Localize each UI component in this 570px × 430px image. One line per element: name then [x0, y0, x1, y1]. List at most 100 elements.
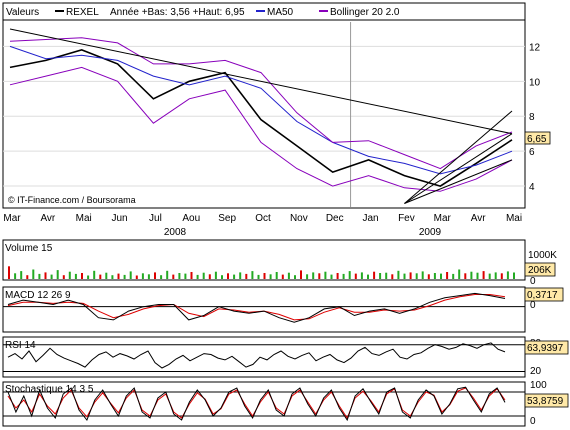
rsi-current-badge: 63,9397: [524, 340, 569, 355]
stoch-k-line: [7, 386, 506, 422]
x-month-label: Oct: [255, 213, 271, 224]
volume-bar: [342, 273, 345, 279]
volume-bar: [208, 274, 211, 280]
volume-bar: [300, 270, 302, 279]
x-month-label: Avr: [471, 213, 486, 224]
stoch-tick-zero: 0: [530, 416, 536, 427]
volume-bar: [421, 271, 424, 279]
volume-bar: [458, 269, 461, 279]
volume-bar: [105, 272, 108, 279]
trendline-1: [404, 110, 513, 204]
x-axis: Mar Avr Mai Jun Jul Aou Sep Oct Nov Dec Jan Fev Mar A…: [3, 213, 522, 238]
volume-bar: [32, 269, 35, 279]
volume-bar: [74, 273, 77, 279]
legend-bollinger: Bollinger 20 2.0: [330, 7, 400, 18]
volume-bar: [26, 275, 29, 279]
volume-bar: [330, 274, 333, 279]
x-month-label: Jan: [363, 213, 379, 224]
volume-bar: [50, 274, 53, 279]
price-current-badge: 6,65: [524, 131, 551, 145]
volume-bar: [81, 273, 83, 279]
stoch-title: Stochastique 14 3 5: [5, 384, 94, 395]
volume-bar: [184, 273, 187, 279]
volume-bar: [397, 270, 400, 279]
volume-current-badge: 206K: [524, 262, 556, 277]
trendline-2: [404, 133, 513, 204]
price-y-tick-label: 12: [529, 42, 541, 53]
volume-bar: [141, 273, 144, 279]
volume-bar: [245, 273, 248, 279]
stoch-tick-100: 100: [530, 380, 547, 391]
volume-bar: [506, 271, 509, 279]
volume-title: Volume 15: [5, 243, 53, 254]
volume-bar: [178, 273, 181, 279]
volume-bar: [20, 271, 23, 279]
price-y-tick-label: 6: [529, 147, 535, 158]
x-month-label: Mar: [3, 213, 21, 224]
volume-bar: [227, 273, 229, 279]
macd-line: [7, 292, 506, 323]
volume-bar: [464, 273, 467, 279]
volume-bar: [129, 271, 132, 279]
volume-bar: [166, 270, 169, 279]
legend-bollinger-swatch: [319, 10, 328, 12]
legend-ma: MA50: [267, 7, 294, 18]
x-month-label: Avr: [40, 213, 55, 224]
volume-bar: [415, 273, 418, 279]
volume-bar: [239, 272, 242, 279]
volume-bar: [391, 274, 394, 280]
volume-bar: [373, 271, 376, 279]
source-label: © IT-Finance.com / Boursorama: [8, 195, 136, 205]
volume-bar: [379, 273, 382, 279]
volume-bar: [476, 272, 479, 279]
trendline-3: [404, 159, 513, 204]
volume-bar: [62, 275, 65, 279]
volume-panel: Volume 15 1000K 0 206K: [2, 239, 557, 287]
stoch-current-badge: 53,8759: [524, 393, 569, 408]
x-month-label: Nov: [290, 213, 308, 224]
legend-price-swatch: [55, 10, 64, 12]
volume-bar: [312, 272, 315, 279]
x-month-label: Dec: [326, 213, 344, 224]
macd-title: MACD 12 26 9: [5, 290, 71, 301]
rsi-current-value: 63,9397: [527, 343, 564, 354]
price-current-value: 6,65: [527, 134, 547, 145]
volume-bar: [336, 273, 339, 279]
volume-bar: [160, 275, 163, 279]
volume-bar: [360, 272, 363, 279]
volume-bar: [117, 273, 120, 279]
volume-bar: [56, 270, 59, 279]
price-series-line-1: [9, 45, 513, 175]
volume-bar: [172, 274, 175, 279]
macd-panel: MACD 12 26 9 0 0,3717: [2, 286, 564, 333]
volume-bar: [367, 274, 369, 279]
legend-prefix: Valeurs: [6, 7, 39, 18]
x-month-label: Jun: [112, 213, 128, 224]
volume-tick-top: 1000K: [528, 250, 557, 261]
volume-bar: [87, 275, 90, 279]
legend-symbol: REXEL: [66, 7, 99, 18]
volume-bar: [306, 274, 309, 280]
macd-signal-line: [7, 294, 506, 321]
legend-ma-swatch: [256, 10, 265, 12]
volume-bar: [93, 270, 96, 279]
volume-bar: [221, 275, 223, 279]
rsi-line: [7, 342, 506, 369]
volume-bar: [500, 273, 503, 279]
trendline-0: [9, 28, 513, 135]
rsi-panel: RSI 14 80 20 63,9397: [2, 336, 569, 378]
volume-bar: [147, 274, 150, 280]
volume-bar: [482, 271, 485, 279]
volume-bar: [409, 272, 412, 279]
volume-bar: [190, 272, 193, 279]
volume-tick-zero: 0: [530, 276, 536, 287]
legend-range: Année +Bas: 3,56 +Haut: 6,95: [110, 7, 245, 18]
macd-tick-zero: 0: [530, 300, 536, 311]
x-month-label: Mai: [506, 213, 522, 224]
macd-current-badge: 0,3717: [524, 287, 564, 302]
volume-bar: [324, 271, 327, 279]
price-panel: Valeurs REXEL Année +Bas: 3,56 +Haut: 6,…: [2, 2, 551, 209]
volume-bar: [294, 275, 296, 279]
volume-bar: [513, 272, 515, 279]
